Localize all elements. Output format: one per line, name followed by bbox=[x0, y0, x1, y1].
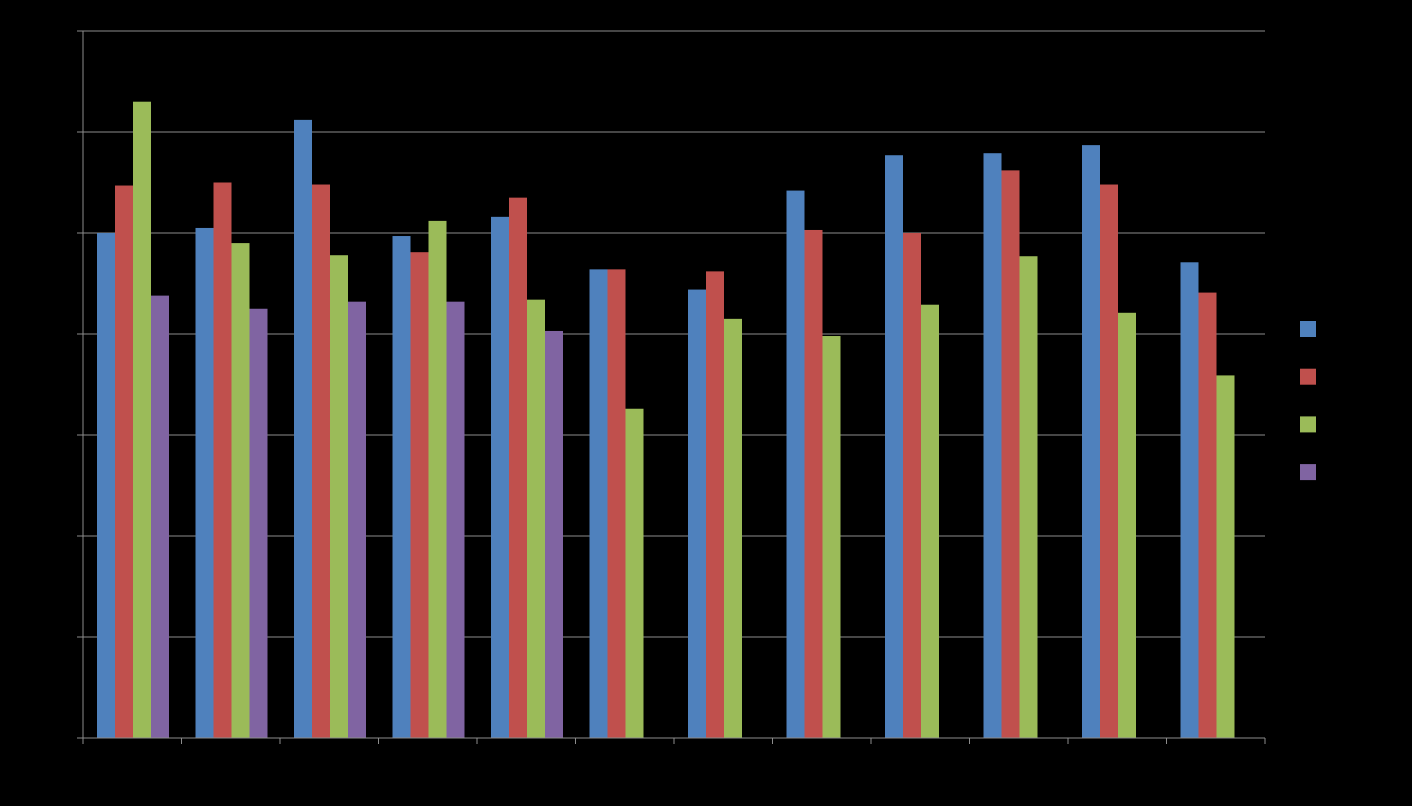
bar bbox=[195, 227, 214, 738]
bar bbox=[921, 304, 939, 738]
bar bbox=[115, 185, 133, 738]
bar bbox=[312, 184, 330, 738]
bar bbox=[1180, 262, 1199, 738]
bar bbox=[231, 243, 250, 738]
bar bbox=[706, 271, 724, 738]
bar bbox=[1216, 375, 1235, 738]
bar bbox=[527, 299, 545, 738]
bar bbox=[392, 236, 411, 738]
bars bbox=[97, 101, 1235, 739]
bar bbox=[804, 229, 823, 738]
gridlines bbox=[83, 30, 1265, 638]
bar bbox=[1082, 145, 1100, 738]
bar bbox=[822, 336, 841, 738]
bar bbox=[1001, 170, 1020, 738]
bar bbox=[509, 197, 527, 738]
legend-swatch bbox=[1300, 321, 1316, 337]
bar bbox=[348, 301, 366, 738]
bar bbox=[294, 119, 312, 738]
bar bbox=[903, 233, 921, 738]
bar bbox=[983, 153, 1002, 738]
bar bbox=[446, 301, 465, 738]
legend-swatch bbox=[1300, 416, 1316, 433]
bar bbox=[589, 269, 608, 738]
axes bbox=[77, 30, 1266, 744]
bar bbox=[1198, 292, 1217, 738]
legend-swatch bbox=[1300, 368, 1316, 385]
bar bbox=[625, 408, 644, 738]
bar bbox=[151, 295, 169, 738]
bar bbox=[786, 190, 805, 738]
bar bbox=[491, 216, 509, 739]
bar bbox=[428, 220, 447, 738]
legend bbox=[1300, 321, 1316, 481]
bar bbox=[607, 269, 626, 738]
bar bbox=[1100, 184, 1118, 738]
bar bbox=[97, 233, 115, 738]
bar bbox=[1118, 312, 1136, 738]
legend-swatch bbox=[1300, 464, 1316, 481]
bar bbox=[724, 318, 742, 738]
bar bbox=[545, 330, 563, 738]
bar bbox=[330, 255, 348, 738]
bar bbox=[1019, 256, 1038, 738]
bar bbox=[410, 252, 429, 738]
bar bbox=[885, 155, 903, 739]
bar bbox=[249, 308, 268, 738]
bar bbox=[213, 182, 232, 738]
bar bbox=[133, 101, 151, 738]
bar bbox=[688, 289, 706, 738]
